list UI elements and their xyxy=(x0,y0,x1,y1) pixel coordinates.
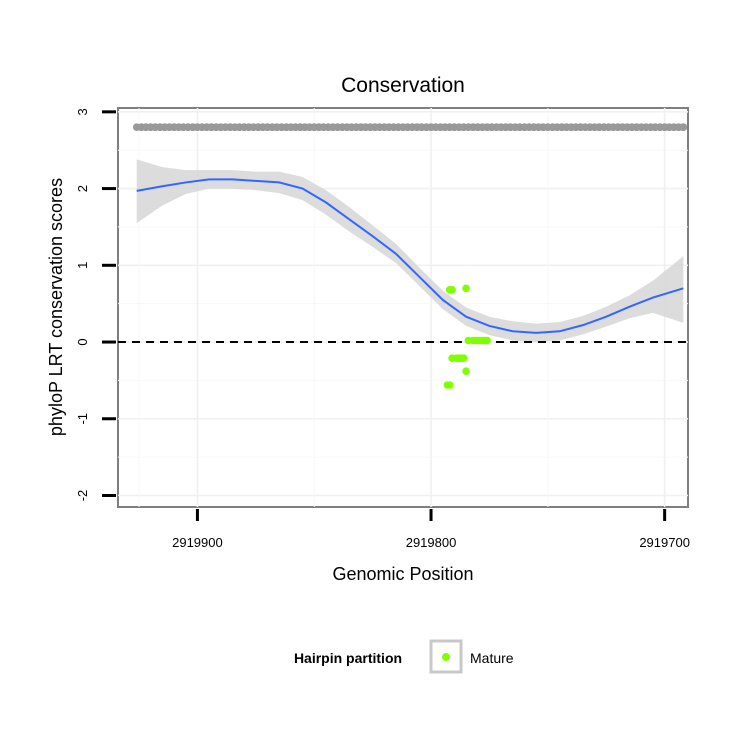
y-tick-label-0: 3 xyxy=(75,108,90,115)
x-tick-label-1: 2919800 xyxy=(406,535,457,550)
y-tick-label-2: 1 xyxy=(75,262,90,269)
point-series1-7 xyxy=(459,354,468,362)
x-axis: 2919900 2919800 2919700 xyxy=(172,509,690,550)
legend: Hairpin partition Mature xyxy=(294,639,514,674)
point-series0-351 xyxy=(679,123,688,131)
y-tick-label-3: 0 xyxy=(75,338,90,345)
confidence-band-area xyxy=(136,159,684,343)
y-tick-label-4: -1 xyxy=(75,413,90,425)
point-series1-18 xyxy=(483,336,491,345)
y-tick-label-5: -2 xyxy=(75,490,90,502)
legend-key-dot xyxy=(442,653,450,661)
smooth-line xyxy=(136,178,684,334)
data-points xyxy=(132,123,688,389)
plot-panel xyxy=(117,107,689,508)
x-tick-label-2: 2919700 xyxy=(639,535,690,550)
point-series1-10 xyxy=(445,381,454,389)
x-axis-label: Genomic Position xyxy=(332,564,473,584)
legend-entry-mature: Mature xyxy=(470,650,514,666)
point-series1-8 xyxy=(462,367,470,375)
chart-title: Conservation xyxy=(341,74,465,97)
y-tick-label-1: 2 xyxy=(75,185,90,192)
y-axis-label: phyloP LRT conservation scores xyxy=(46,178,66,436)
point-series1-2 xyxy=(462,284,470,293)
x-tick-label-0: 2919900 xyxy=(172,535,223,550)
y-axis: 3 2 1 0 -1 -2 xyxy=(75,108,116,501)
smooth-line-path xyxy=(136,178,684,334)
point-series1-1 xyxy=(448,286,456,294)
confidence-band xyxy=(136,159,684,343)
legend-title: Hairpin partition xyxy=(294,650,402,666)
